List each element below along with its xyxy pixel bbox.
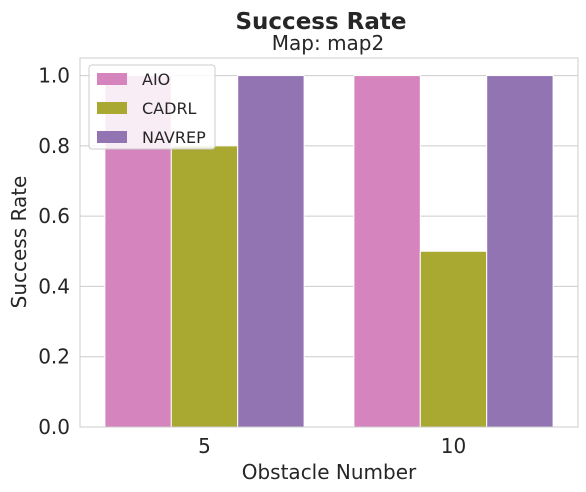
bar-cadrl-10 (419, 250, 488, 428)
chart-subtitle: Map: map2 (272, 31, 384, 55)
y-tick-label: 0.8 (38, 134, 70, 158)
y-tick-label: 0.6 (38, 204, 70, 228)
legend-swatch-cadrl (97, 102, 127, 114)
legend-label-aio: AIO (142, 70, 170, 89)
chart-title: Success Rate (235, 9, 406, 35)
legend-swatch-navrep (97, 131, 127, 143)
legend-label-cadrl: CADRL (142, 99, 197, 118)
x-tick-labels: 5 10 (198, 434, 466, 458)
y-tick-label: 0.0 (38, 415, 70, 439)
x-tick-label: 10 (441, 434, 466, 458)
x-tick-label: 5 (198, 434, 211, 458)
plot-frame (79, 57, 579, 428)
legend-label-navrep: NAVREP (142, 128, 206, 147)
legend: AIO CADRL NAVREP (88, 64, 216, 150)
y-tick-label: 0.4 (38, 274, 70, 298)
bar-navrep-5 (237, 75, 305, 428)
y-tick-label: 1.0 (38, 64, 70, 88)
bar-aio-10 (353, 75, 421, 428)
y-tick-labels: 0.0 0.2 0.4 0.6 0.8 1.0 (38, 64, 70, 439)
bar-cadrl-5 (170, 145, 239, 428)
legend-box (88, 64, 216, 150)
legend-swatch-aio (97, 73, 127, 85)
y-axis-label: Success Rate (7, 176, 31, 309)
bar-navrep-10 (486, 75, 554, 428)
x-axis-label: Obstacle Number (242, 460, 417, 484)
y-tick-label: 0.2 (38, 345, 70, 369)
